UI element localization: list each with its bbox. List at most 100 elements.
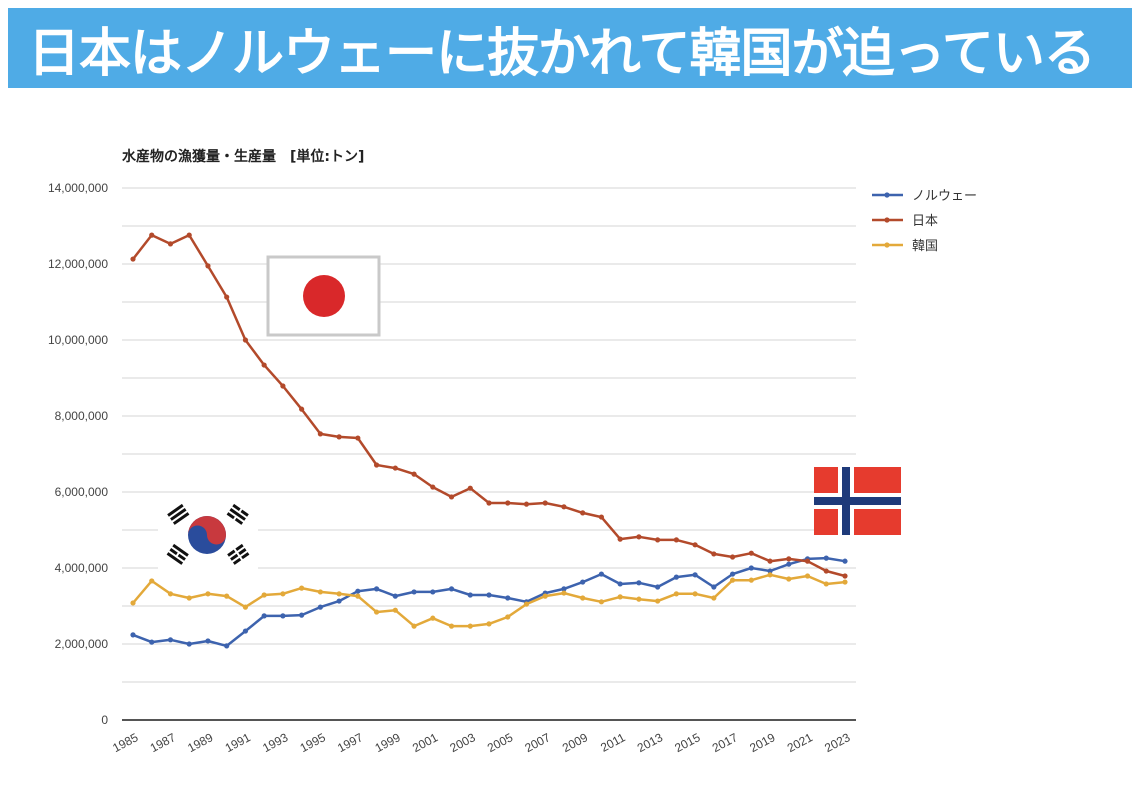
data-point xyxy=(149,578,155,584)
data-point xyxy=(224,593,230,599)
data-point xyxy=(355,588,361,594)
data-point xyxy=(767,568,773,574)
data-point xyxy=(580,595,586,601)
legend-marker xyxy=(884,242,890,248)
data-point xyxy=(430,615,436,621)
data-point xyxy=(336,591,342,597)
data-point xyxy=(823,568,829,574)
data-point xyxy=(598,599,605,605)
data-point xyxy=(523,601,530,607)
data-point xyxy=(823,581,829,587)
data-point xyxy=(411,589,417,595)
data-point xyxy=(655,584,661,590)
data-point xyxy=(467,623,473,629)
data-point xyxy=(205,263,211,269)
data-point xyxy=(636,534,642,540)
data-point xyxy=(748,550,754,556)
y-tick-label: 4,000,000 xyxy=(55,561,109,575)
data-point xyxy=(280,613,286,619)
data-point xyxy=(505,614,511,620)
series-1 xyxy=(130,232,848,579)
data-point xyxy=(842,573,848,579)
data-point xyxy=(486,500,492,506)
legend-marker xyxy=(884,192,890,198)
data-point xyxy=(692,591,698,597)
data-point xyxy=(392,465,398,471)
data-point xyxy=(561,590,567,596)
x-tick-label: 2021 xyxy=(785,730,815,755)
data-point xyxy=(598,514,605,520)
data-point xyxy=(167,241,174,247)
legend-label: 韓国 xyxy=(912,239,938,254)
data-point xyxy=(804,558,811,564)
legend-item: 韓国 xyxy=(872,239,938,254)
data-point xyxy=(373,609,380,615)
data-point xyxy=(767,572,773,578)
x-tick-label: 2013 xyxy=(635,730,665,755)
data-point xyxy=(505,500,511,506)
data-point xyxy=(261,592,267,598)
x-tick-label: 1985 xyxy=(110,730,140,755)
x-tick-label: 2001 xyxy=(410,730,440,755)
x-tick-label: 2003 xyxy=(448,730,478,755)
japan-flag-icon xyxy=(266,255,381,337)
data-point xyxy=(748,565,754,571)
series-group xyxy=(130,232,848,649)
data-point xyxy=(823,555,829,561)
data-point xyxy=(224,294,230,300)
y-axis: 0 2,000,000 4,000,000 6,000,000 8,000,000 10,… xyxy=(48,181,108,727)
data-point xyxy=(186,641,192,647)
x-axis: 1985 1987 1989 1991 1993 1995 1997 1999 2001 2003… xyxy=(110,730,852,755)
norway-flag-icon xyxy=(814,467,901,535)
data-point xyxy=(224,643,230,649)
y-tick-label: 12,000,000 xyxy=(48,257,108,271)
korea-flag-icon xyxy=(158,498,258,574)
data-point xyxy=(392,593,398,599)
y-tick-label: 2,000,000 xyxy=(55,637,109,651)
data-point xyxy=(561,504,567,510)
y-tick-label: 14,000,000 xyxy=(48,181,108,195)
data-point xyxy=(542,593,548,599)
series-2 xyxy=(130,572,848,629)
data-point xyxy=(729,571,736,577)
x-tick-label: 2023 xyxy=(822,730,852,755)
data-point xyxy=(149,232,155,238)
data-point xyxy=(242,337,249,343)
x-tick-label: 1991 xyxy=(223,730,253,755)
data-point xyxy=(767,558,773,564)
data-point xyxy=(786,576,792,582)
legend-marker xyxy=(884,217,890,223)
y-tick-label: 6,000,000 xyxy=(55,485,109,499)
data-point xyxy=(711,595,717,601)
title-banner: 日本はノルウェーに抜かれて韓国が迫っている xyxy=(8,8,1132,88)
x-tick-label: 1995 xyxy=(298,730,328,755)
banner-title: 日本はノルウェーに抜かれて韓国が迫っている xyxy=(28,23,1096,84)
data-point xyxy=(617,536,623,542)
data-point xyxy=(729,577,736,583)
data-point xyxy=(711,551,717,557)
data-point xyxy=(542,500,548,506)
y-tick-label: 8,000,000 xyxy=(55,409,109,423)
data-point xyxy=(786,556,792,562)
data-point xyxy=(149,639,155,645)
data-point xyxy=(448,623,455,629)
legend-item: 日本 xyxy=(872,214,938,229)
y-tick-label: 0 xyxy=(101,713,108,727)
legend-label: 日本 xyxy=(912,214,938,229)
data-point xyxy=(167,637,174,643)
x-tick-label: 2011 xyxy=(598,730,628,755)
data-point xyxy=(130,600,136,606)
data-point xyxy=(299,585,305,591)
data-point xyxy=(786,561,792,567)
data-point xyxy=(261,362,267,368)
data-point xyxy=(486,621,492,627)
x-tick-label: 2009 xyxy=(560,730,590,755)
data-point xyxy=(505,595,511,601)
x-tick-label: 2007 xyxy=(522,730,552,755)
data-point xyxy=(299,612,305,618)
data-point xyxy=(617,594,623,600)
data-point xyxy=(355,593,361,599)
legend-label: ノルウェー xyxy=(912,189,977,204)
data-point xyxy=(373,462,380,468)
